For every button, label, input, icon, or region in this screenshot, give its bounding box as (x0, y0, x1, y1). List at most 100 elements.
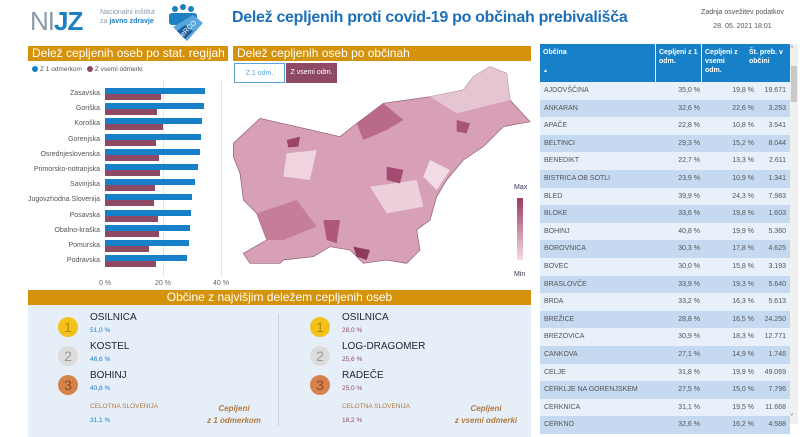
cell-name: BREŽICE (544, 315, 575, 323)
bar-all-doses[interactable] (105, 246, 149, 252)
cell-first-dose: 31,8 % (678, 368, 700, 376)
table-row[interactable]: BREZOVICA 30,9 % 18,3 % 12.771 (540, 328, 790, 346)
bar-first-dose[interactable] (105, 179, 196, 186)
cell-name: BOROVNICA (544, 245, 587, 253)
scrollbar-thumb[interactable] (791, 66, 797, 102)
cell-first-dose: 29,3 % (678, 139, 700, 147)
municipality[interactable] (353, 246, 370, 260)
top-panel-header: Občine z najvišjim deležem cepljenih ose… (28, 290, 531, 305)
bar-first-dose[interactable] (105, 240, 189, 246)
toggle-first-dose[interactable]: Z 1 odm. (234, 63, 285, 83)
municipality[interactable] (256, 200, 317, 240)
bar-first-dose[interactable] (105, 148, 201, 155)
category-label: Posavska (69, 211, 100, 219)
bar-all-doses[interactable] (105, 261, 157, 268)
category-label: Gorenjska (68, 135, 100, 143)
table-row[interactable]: BLED 39,9 % 24,3 % 7.983 (540, 187, 790, 206)
cell-first-dose: 27,1 % (678, 351, 700, 358)
cell-population: 1.603 (768, 210, 786, 218)
municipality[interactable] (286, 136, 300, 148)
table-row[interactable]: CERKNICA 31,1 % 19,5 % 11.668 (540, 398, 790, 417)
scroll-up-icon[interactable]: ˄ (790, 45, 794, 51)
sort-icon[interactable]: ▲ (543, 68, 548, 74)
bar-all-doses[interactable] (105, 170, 160, 176)
top-municipalities-panel: Občine z najvišjim deležem cepljenih ose… (28, 290, 531, 437)
total-label: CELOTNA SLOVENIJA (90, 403, 158, 410)
rank-1-medal-icon: 1 (310, 317, 330, 337)
category-label: Pomurska (68, 242, 100, 249)
table-row[interactable]: BELTINCI 29,3 % 15,2 % 8.044 (540, 134, 790, 153)
table-row[interactable]: ANKARAN 32,6 % 22,6 % 3.253 (540, 99, 790, 118)
total-value: 31,1 % (90, 417, 111, 424)
col-header-population[interactable]: Št. preb. v občini (746, 44, 790, 82)
toggle-all-doses[interactable]: Z vsemi odm. (286, 63, 337, 83)
update-value: 28. 05. 2021 18:01 (713, 23, 772, 30)
bar-first-dose[interactable] (105, 118, 203, 125)
municipality[interactable] (430, 66, 510, 114)
bar-all-doses[interactable] (105, 94, 161, 100)
cell-name: CERKLJE NA GORENJSKEM (544, 386, 638, 394)
table-row[interactable]: CANKOVA 27,1 % 14,9 % 1.746 (540, 346, 790, 364)
bar-first-dose[interactable] (105, 103, 205, 110)
table-row[interactable]: APAČE 22,8 % 10,8 % 3.541 (540, 117, 790, 135)
municipality[interactable] (423, 160, 450, 190)
municipality[interactable] (386, 166, 404, 184)
bar-all-doses[interactable] (105, 200, 154, 207)
cell-all-doses: 22,6 % (732, 104, 754, 112)
bar-all-doses[interactable] (105, 230, 159, 237)
cell-first-dose: 27,5 % (678, 386, 700, 394)
col-header-first-dose[interactable]: Cepljeni z 1 odm. (655, 44, 701, 82)
bar-all-doses[interactable] (105, 185, 155, 192)
table-row[interactable]: BISTRICA OB SOTLI 23,9 % 10,9 % 1.341 (540, 170, 790, 188)
bar-all-doses[interactable] (105, 109, 158, 116)
table-row[interactable]: CERKNO 32,6 % 16,2 % 4.588 (540, 416, 790, 434)
nijz-logo: NIJZ (30, 6, 83, 36)
table-row[interactable]: BREŽICE 28,8 % 16,5 % 24.250 (540, 310, 790, 329)
bar-first-dose[interactable] (105, 133, 201, 140)
scroll-down-icon[interactable]: ˅ (790, 413, 794, 419)
regions-panel-header: Delež cepljenih oseb po stat. regijah (28, 46, 228, 61)
bar-all-doses[interactable] (105, 154, 159, 161)
legend-item-2[interactable]: Z vsemi odmerki (86, 66, 143, 73)
municipality[interactable] (283, 150, 317, 180)
table-row[interactable]: BOVEC 30,0 % 15,8 % 3.193 (540, 258, 790, 276)
total-value: 18,2 % (342, 417, 363, 424)
table-row[interactable]: BRDA 33,2 % 16,3 % 5.613 (540, 293, 790, 311)
table-row[interactable]: BOHINJ 40,8 % 19,9 % 5.360 (540, 222, 790, 241)
municipality[interactable] (323, 220, 340, 244)
cell-name: AJDOVŠČINA (544, 87, 589, 94)
top-municipality-name: OSILNICA (342, 312, 389, 323)
update-label: Zadnja osvežitev podatkov (701, 9, 784, 16)
bar-all-doses[interactable] (105, 139, 157, 146)
table-row[interactable]: BENEDIKT 22,7 % 13,3 % 2.611 (540, 152, 790, 170)
municipality[interactable] (370, 180, 424, 214)
slovenia-map[interactable] (230, 60, 535, 290)
bar-first-dose[interactable] (105, 209, 192, 216)
bar-first-dose[interactable] (105, 255, 188, 262)
cell-first-dose: 30,3 % (678, 245, 700, 253)
bar-first-dose[interactable] (105, 164, 199, 170)
cell-population: 3.541 (768, 122, 786, 130)
bar-first-dose[interactable] (105, 224, 190, 231)
legend-item-1[interactable]: Z 1 odmerkom (32, 66, 82, 73)
table-row[interactable]: CELJE 31,8 % 19,9 % 49.069 (540, 363, 790, 382)
cell-population: 5.640 (768, 280, 786, 288)
bar-all-doses[interactable] (105, 124, 164, 131)
col-header-obcina[interactable]: Občina ▲ (540, 44, 655, 82)
table-row[interactable]: AJDOVŠČINA 35,0 % 19,8 % 19.671 (540, 82, 790, 100)
table-row[interactable]: CERKLJE NA GORENJSKEM 27,5 % 15,0 % 7.796 (540, 381, 790, 399)
table-row[interactable]: BLOKE 33,6 % 19,8 % 1.603 (540, 205, 790, 223)
cell-population: 24.250 (764, 315, 786, 323)
municipality[interactable] (456, 120, 470, 134)
col-header-all-doses[interactable]: Cepljeni z vsemi odm. (701, 44, 746, 82)
cell-population: 7.796 (768, 386, 786, 394)
bar-all-doses[interactable] (105, 215, 158, 222)
bar-first-dose[interactable] (105, 194, 192, 201)
municipality[interactable] (356, 103, 404, 140)
bar-first-dose[interactable] (105, 88, 205, 94)
cell-all-doses: 19,9 % (732, 368, 754, 376)
table-row[interactable]: BOROVNICA 30,3 % 17,8 % 4.625 (540, 240, 790, 258)
table-row[interactable]: BRASLOVČE 33,9 % 19,3 % 5.640 (540, 275, 790, 294)
table-scrollbar[interactable] (790, 44, 798, 424)
category-label: Podravska (66, 257, 100, 265)
